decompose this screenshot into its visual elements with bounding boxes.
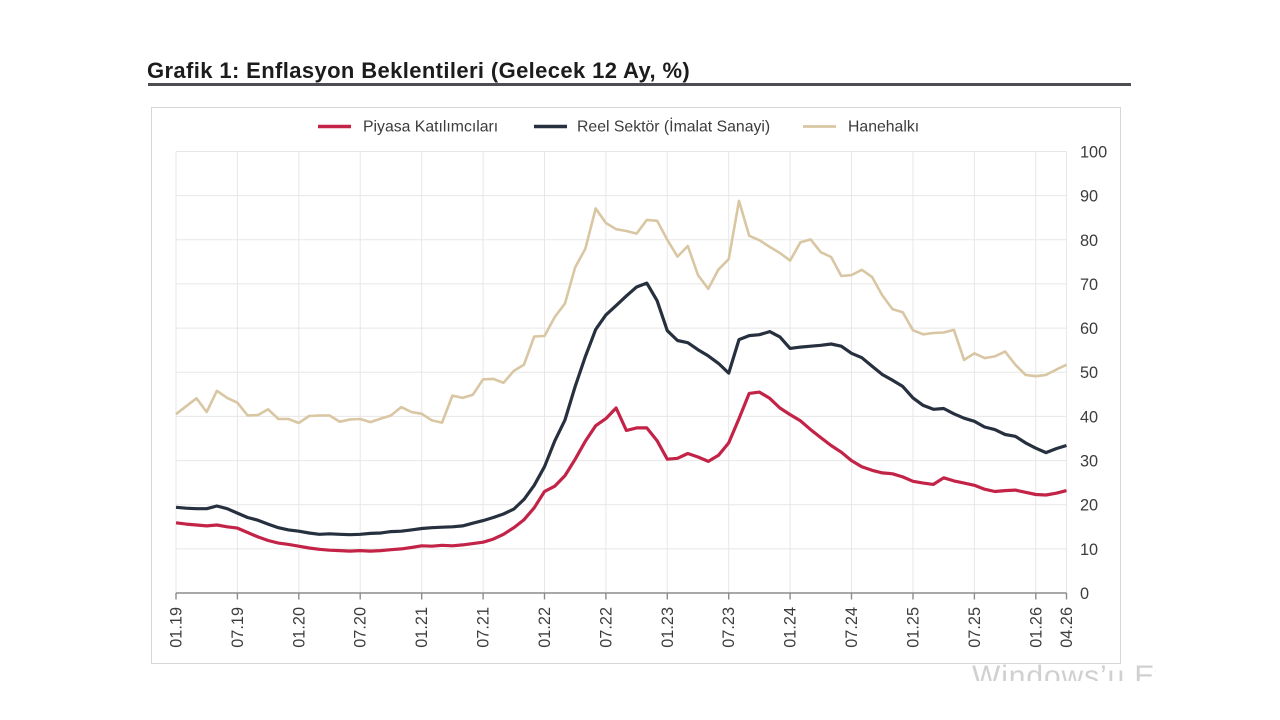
- svg-text:07.21: 07.21: [475, 607, 493, 648]
- svg-text:07.24: 07.24: [843, 607, 861, 648]
- svg-text:10: 10: [1080, 541, 1098, 559]
- svg-text:70: 70: [1080, 276, 1098, 294]
- svg-text:Hanehalkı: Hanehalkı: [848, 118, 919, 135]
- svg-text:100: 100: [1080, 144, 1107, 162]
- svg-text:Reel Sektör (İmalat Sanayi): Reel Sektör (İmalat Sanayi): [577, 116, 770, 135]
- svg-text:01.22: 01.22: [536, 607, 554, 648]
- svg-text:01.20: 01.20: [290, 607, 308, 648]
- svg-text:01.19: 01.19: [168, 607, 186, 648]
- svg-text:60: 60: [1080, 320, 1098, 338]
- svg-text:50: 50: [1080, 364, 1098, 382]
- svg-text:07.20: 07.20: [352, 607, 370, 648]
- svg-text:40: 40: [1080, 408, 1098, 426]
- svg-text:01.23: 01.23: [659, 607, 677, 648]
- svg-text:Piyasa Katılımcıları: Piyasa Katılımcıları: [363, 118, 498, 135]
- svg-text:07.19: 07.19: [229, 607, 247, 648]
- svg-text:30: 30: [1080, 453, 1098, 471]
- svg-text:90: 90: [1080, 188, 1098, 206]
- svg-text:20: 20: [1080, 497, 1098, 515]
- svg-text:01.21: 01.21: [413, 607, 431, 648]
- svg-text:04.26: 04.26: [1058, 607, 1076, 648]
- svg-text:01.24: 01.24: [782, 607, 800, 648]
- svg-text:07.25: 07.25: [966, 607, 984, 648]
- svg-text:07.22: 07.22: [597, 607, 615, 648]
- svg-text:01.25: 01.25: [905, 607, 923, 648]
- svg-text:01.26: 01.26: [1027, 607, 1045, 648]
- svg-text:07.23: 07.23: [720, 607, 738, 648]
- svg-text:80: 80: [1080, 232, 1098, 250]
- svg-text:0: 0: [1080, 585, 1089, 603]
